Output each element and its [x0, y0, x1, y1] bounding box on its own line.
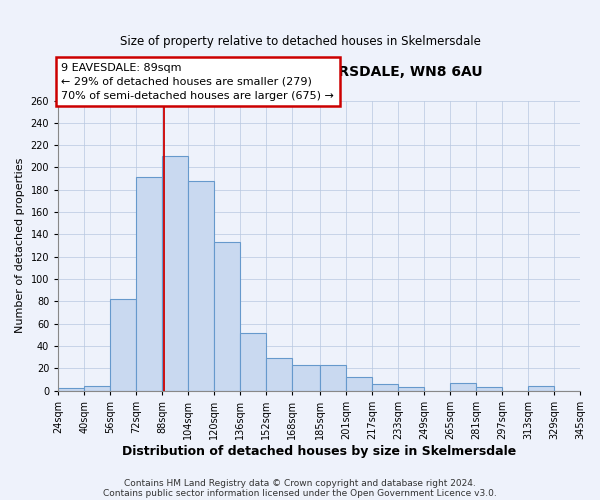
- Bar: [292, 365, 320, 390]
- Bar: [84, 386, 110, 390]
- Bar: [58, 388, 84, 390]
- Bar: [240, 332, 266, 390]
- Bar: [372, 384, 398, 390]
- Bar: [476, 387, 502, 390]
- Bar: [398, 387, 424, 390]
- Text: Size of property relative to detached houses in Skelmersdale: Size of property relative to detached ho…: [119, 35, 481, 48]
- Text: Contains public sector information licensed under the Open Government Licence v3: Contains public sector information licen…: [103, 488, 497, 498]
- Bar: [214, 242, 240, 390]
- Y-axis label: Number of detached properties: Number of detached properties: [15, 158, 25, 333]
- Bar: [110, 299, 136, 390]
- Bar: [528, 386, 554, 390]
- Bar: [320, 365, 346, 390]
- Bar: [136, 178, 162, 390]
- X-axis label: Distribution of detached houses by size in Skelmersdale: Distribution of detached houses by size …: [122, 444, 516, 458]
- Title: 9, EAVESDALE, SKELMERSDALE, WN8 6AU: 9, EAVESDALE, SKELMERSDALE, WN8 6AU: [156, 64, 482, 78]
- Text: 9 EAVESDALE: 89sqm
← 29% of detached houses are smaller (279)
70% of semi-detach: 9 EAVESDALE: 89sqm ← 29% of detached hou…: [61, 62, 334, 100]
- Bar: [188, 181, 214, 390]
- Bar: [162, 156, 188, 390]
- Text: Contains HM Land Registry data © Crown copyright and database right 2024.: Contains HM Land Registry data © Crown c…: [124, 478, 476, 488]
- Bar: [266, 358, 292, 390]
- Bar: [450, 382, 476, 390]
- Bar: [346, 377, 372, 390]
